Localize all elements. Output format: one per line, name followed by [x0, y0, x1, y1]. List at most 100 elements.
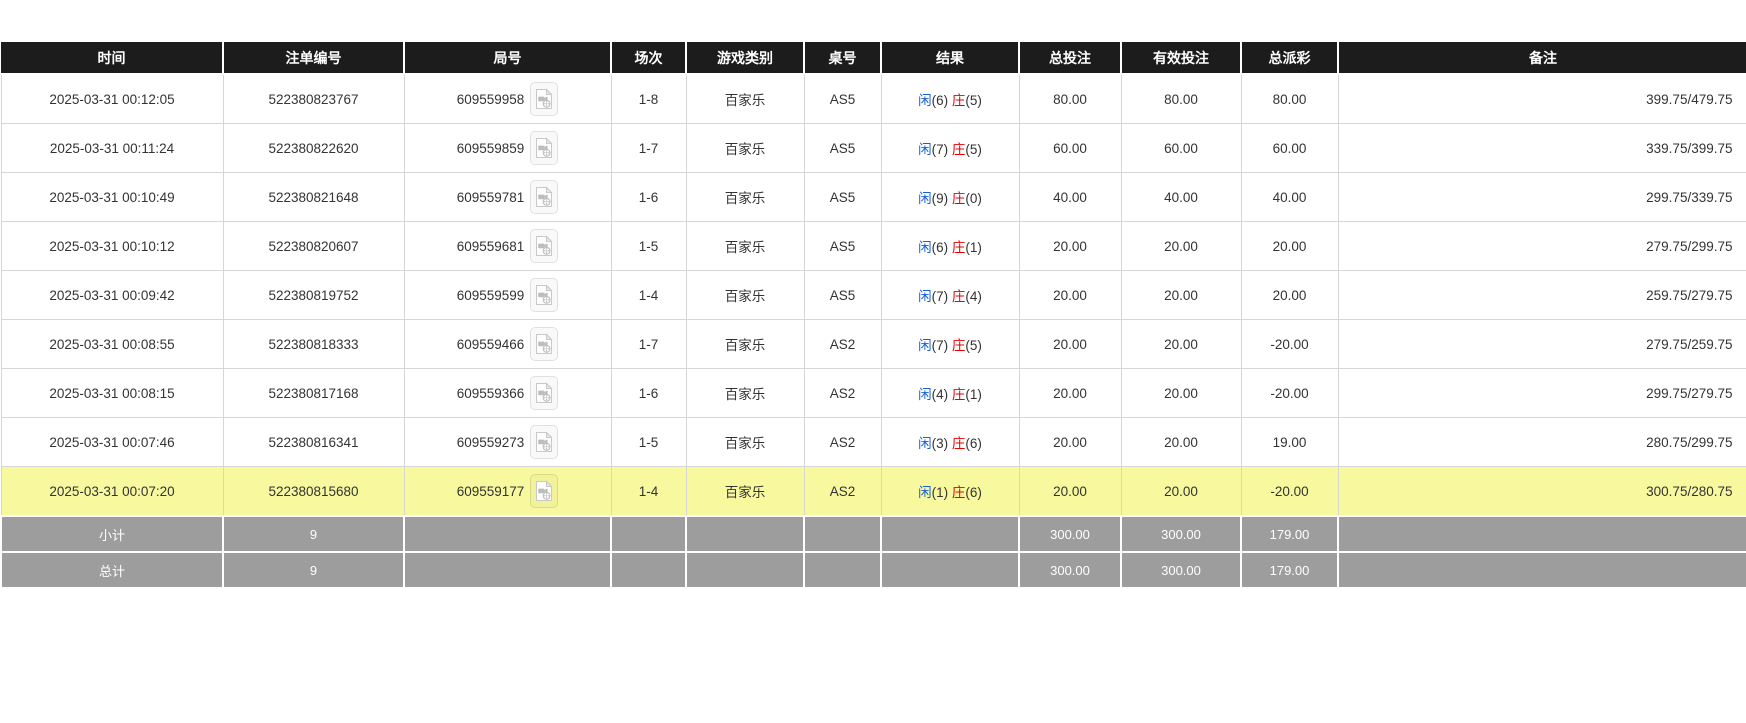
grand-total-row: 总计 9 300.00 300.00 179.00	[0, 551, 1746, 589]
cell-round-id: 609559781	[403, 172, 612, 222]
cell-table-no: AS2	[803, 417, 882, 467]
cell-table-no: AS2	[803, 466, 882, 517]
result-player-label: 闲	[918, 240, 932, 255]
cell-total-bet[interactable]: 20.00	[1018, 270, 1122, 320]
cell-time: 2025-03-31 00:08:15	[0, 368, 224, 418]
cell-time: 2025-03-31 00:12:05	[0, 73, 224, 124]
cell-session: 1-8	[610, 73, 687, 124]
cell-round-id: 609559177	[403, 466, 612, 517]
cell-result: 闲(4) 庄(1)	[880, 368, 1020, 418]
video-file-icon	[536, 333, 553, 354]
result-player-label: 闲	[918, 142, 932, 157]
cell-session: 1-5	[610, 417, 687, 467]
table-row[interactable]: 2025-03-31 00:08:55 522380818333 609559466…	[0, 319, 1746, 369]
cell-total-bet[interactable]: 20.00	[1018, 417, 1122, 467]
result-player-label: 闲	[918, 93, 932, 108]
cell-total-bet[interactable]: 40.00	[1018, 172, 1122, 222]
column-header-valid_bet: 有效投注	[1120, 42, 1242, 75]
round-id-group: 609559781	[457, 180, 559, 214]
cell-table-no: AS5	[803, 123, 882, 173]
round-id-value: 609559273	[456, 434, 525, 450]
cell-game-type: 百家乐	[685, 270, 805, 320]
round-id-group: 609559177	[457, 474, 559, 508]
cell-result: 闲(3) 庄(6)	[880, 417, 1020, 467]
cell-valid-bet: 20.00	[1120, 319, 1242, 369]
summary-empty-game	[685, 551, 805, 589]
summary-empty-session	[610, 551, 687, 589]
video-replay-button[interactable]	[530, 180, 559, 214]
table-row[interactable]: 2025-03-31 00:12:05 522380823767 609559958…	[0, 73, 1746, 124]
summary-total-bet: 300.00	[1018, 515, 1122, 553]
cell-game-type: 百家乐	[685, 172, 805, 222]
video-replay-button[interactable]	[530, 474, 559, 508]
cell-payout: 20.00	[1240, 221, 1339, 271]
cell-valid-bet: 20.00	[1120, 221, 1242, 271]
summary-payout: 179.00	[1240, 551, 1339, 589]
table-body: 2025-03-31 00:12:05 522380823767 609559958…	[0, 73, 1746, 589]
summary-label: 总计	[0, 551, 224, 589]
video-file-icon	[536, 235, 553, 256]
cell-payout: 19.00	[1240, 417, 1339, 467]
round-id-group: 609559681	[457, 229, 559, 263]
result-player-label: 闲	[918, 485, 932, 500]
cell-bet-id: 522380815680	[222, 466, 405, 517]
cell-table-no: AS5	[803, 73, 882, 124]
cell-remark: 259.75/279.75	[1337, 270, 1746, 320]
cell-game-type: 百家乐	[685, 466, 805, 517]
round-id-group: 609559466	[457, 327, 559, 361]
table-row[interactable]: 2025-03-31 00:10:12 522380820607 609559681…	[0, 221, 1746, 271]
table-row[interactable]: 2025-03-31 00:08:15 522380817168 609559366…	[0, 368, 1746, 418]
video-replay-button[interactable]	[530, 376, 559, 410]
cell-result: 闲(7) 庄(4)	[880, 270, 1020, 320]
video-replay-button[interactable]	[530, 82, 559, 116]
table-row[interactable]: 2025-03-31 00:11:24 522380822620 609559859…	[0, 123, 1746, 173]
cell-bet-id: 522380823767	[222, 73, 405, 124]
cell-total-bet[interactable]: 20.00	[1018, 319, 1122, 369]
round-id-value: 609559958	[456, 91, 525, 107]
cell-table-no: AS5	[803, 221, 882, 271]
cell-remark: 299.75/339.75	[1337, 172, 1746, 222]
cell-valid-bet: 40.00	[1120, 172, 1242, 222]
table-row[interactable]: 2025-03-31 00:10:49 522380821648 609559781…	[0, 172, 1746, 222]
round-id-value: 609559781	[456, 189, 525, 205]
round-id-group: 609559958	[457, 82, 559, 116]
cell-valid-bet: 20.00	[1120, 368, 1242, 418]
round-id-value: 609559859	[456, 140, 525, 156]
cell-total-bet[interactable]: 60.00	[1018, 123, 1122, 173]
cell-total-bet[interactable]: 20.00	[1018, 466, 1122, 517]
cell-time: 2025-03-31 00:07:46	[0, 417, 224, 467]
cell-game-type: 百家乐	[685, 319, 805, 369]
cell-remark: 300.75/280.75	[1337, 466, 1746, 517]
summary-empty-game	[685, 515, 805, 553]
cell-session: 1-4	[610, 270, 687, 320]
cell-valid-bet: 60.00	[1120, 123, 1242, 173]
cell-game-type: 百家乐	[685, 417, 805, 467]
cell-total-bet[interactable]: 80.00	[1018, 73, 1122, 124]
cell-game-type: 百家乐	[685, 73, 805, 124]
video-replay-button[interactable]	[530, 131, 559, 165]
video-replay-button[interactable]	[530, 425, 559, 459]
video-replay-button[interactable]	[530, 229, 559, 263]
subtotal-row: 小计 9 300.00 300.00 179.00	[0, 515, 1746, 553]
result-banker-label: 庄	[951, 289, 966, 304]
table-row[interactable]: 2025-03-31 00:07:46 522380816341 609559273…	[0, 417, 1746, 467]
result-player-label: 闲	[918, 289, 932, 304]
table-row-selected[interactable]: 2025-03-31 00:07:20 522380815680 609559177…	[0, 466, 1746, 517]
cell-payout: 60.00	[1240, 123, 1339, 173]
cell-table-no: AS5	[803, 172, 882, 222]
cell-bet-id: 522380818333	[222, 319, 405, 369]
video-replay-button[interactable]	[530, 278, 559, 312]
header-row: 时间 注单编号 局号 场次 游戏类别 桌号 结果 总投注 有效投注 总派彩 备注	[1, 42, 1746, 75]
video-replay-button[interactable]	[530, 327, 559, 361]
summary-empty-remark	[1337, 515, 1746, 553]
result-banker-label: 庄	[951, 387, 966, 402]
cell-total-bet[interactable]: 20.00	[1018, 221, 1122, 271]
cell-game-type: 百家乐	[685, 368, 805, 418]
summary-empty-round	[403, 551, 612, 589]
column-header-time: 时间	[1, 42, 224, 75]
cell-total-bet[interactable]: 20.00	[1018, 368, 1122, 418]
video-file-icon	[536, 88, 553, 109]
table-row[interactable]: 2025-03-31 00:09:42 522380819752 609559599…	[0, 270, 1746, 320]
cell-time: 2025-03-31 00:07:20	[0, 466, 224, 517]
video-file-icon	[536, 284, 553, 305]
